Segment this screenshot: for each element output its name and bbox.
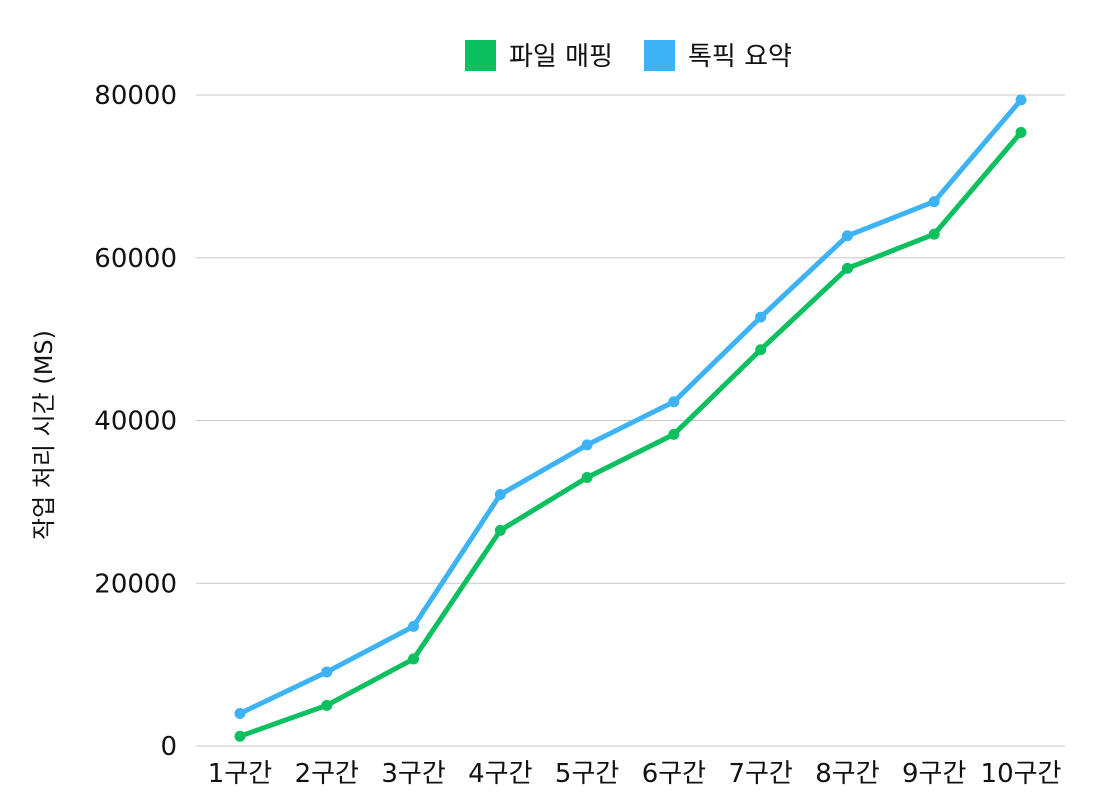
legend-label: 톡픽 요약	[688, 42, 792, 72]
data-point	[234, 730, 246, 742]
data-point	[494, 489, 506, 501]
y-tick-label: 40000	[94, 407, 177, 437]
y-tick-label: 80000	[94, 81, 177, 111]
legend-item: 톡픽 요약	[644, 40, 792, 72]
x-tick-label: 8구간	[815, 759, 879, 789]
data-point	[841, 230, 853, 242]
data-point	[928, 196, 940, 208]
data-point	[408, 653, 420, 665]
data-point	[408, 620, 420, 632]
y-axis-ticks: 0 20000 40000 60000 80000	[94, 81, 177, 762]
x-axis-ticks: 1구간 2구간 3구간 4구간 5구간 6구간 7구간 8구간 9구간 10구간	[208, 759, 1062, 789]
series-1	[234, 126, 1027, 742]
data-point	[581, 471, 593, 483]
x-tick-label: 5구간	[555, 759, 619, 789]
data-point	[1015, 94, 1027, 106]
data-point	[755, 311, 767, 323]
x-tick-label: 10구간	[981, 759, 1062, 789]
data-point	[928, 228, 940, 240]
series-line	[237, 129, 1024, 739]
y-tick-label: 60000	[94, 244, 177, 274]
data-point	[1015, 126, 1027, 138]
series-2	[234, 94, 1027, 719]
y-tick-label: 0	[160, 732, 177, 762]
data-point	[234, 707, 246, 719]
legend-swatch	[465, 40, 496, 71]
series-line	[237, 97, 1024, 716]
data-point	[321, 699, 333, 711]
data-point	[668, 396, 680, 408]
data-point	[321, 666, 333, 678]
data-point	[581, 439, 593, 451]
x-tick-label: 9구간	[902, 759, 966, 789]
x-tick-label: 7구간	[728, 759, 792, 789]
legend-swatch	[644, 40, 675, 71]
data-point	[755, 344, 767, 356]
legend-item: 파일 매핑	[465, 40, 613, 72]
x-tick-label: 3구간	[381, 759, 445, 789]
data-point	[841, 262, 853, 274]
series	[234, 94, 1027, 742]
x-tick-label: 4구간	[468, 759, 532, 789]
data-point	[494, 524, 506, 536]
x-tick-label: 6구간	[642, 759, 706, 789]
x-tick-label: 2구간	[295, 759, 359, 789]
legend-label: 파일 매핑	[509, 42, 613, 72]
grid	[196, 94, 1065, 747]
data-point	[668, 428, 680, 440]
legend: 파일 매핑 톡픽 요약	[465, 40, 792, 72]
y-tick-label: 20000	[94, 569, 177, 599]
y-axis-title: 작업 처리 시간 (MS)	[30, 330, 58, 540]
x-tick-label: 1구간	[208, 759, 272, 789]
